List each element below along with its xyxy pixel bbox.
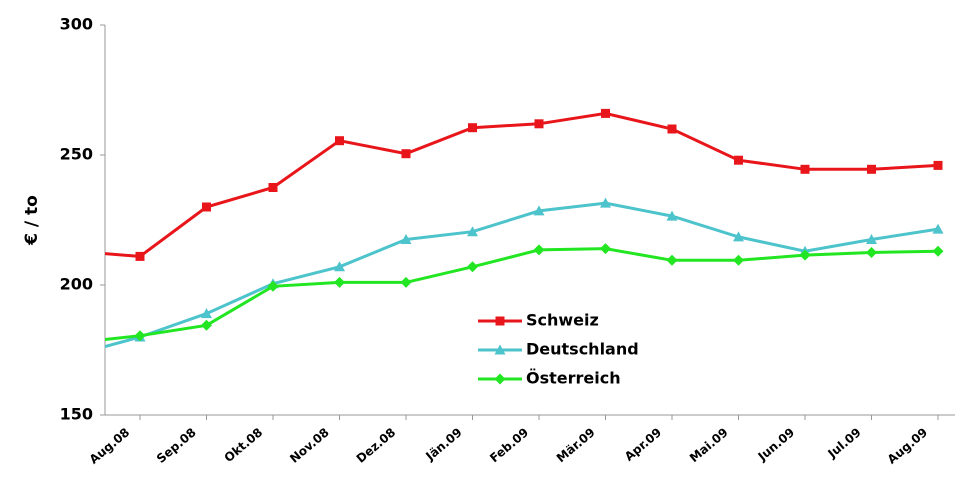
marker (667, 124, 677, 134)
marker (600, 243, 611, 255)
plot-area (68, 108, 944, 360)
x-tick-label: Aug.09 (885, 425, 931, 466)
legend-label: Deutschland (526, 340, 639, 359)
marker (533, 244, 545, 256)
marker (201, 319, 212, 331)
y-tick-label: 200 (60, 275, 93, 294)
marker (494, 373, 506, 385)
marker (495, 316, 505, 326)
x-tick-label: Jul.09 (825, 425, 864, 461)
x-tick-label: Sep.08 (154, 425, 199, 466)
x-tick-label: Jun.09 (755, 425, 798, 464)
x-tick-label: Aug.08 (87, 425, 133, 466)
x-tick-label: Feb.09 (487, 425, 531, 465)
marker (134, 330, 146, 342)
series-line (105, 111, 939, 258)
marker (800, 164, 810, 174)
marker (201, 308, 212, 319)
marker (401, 149, 411, 159)
marker (267, 280, 279, 292)
marker (335, 136, 344, 146)
marker (135, 251, 145, 261)
x-tick-label: Okt.08 (222, 425, 266, 465)
marker (534, 119, 544, 129)
x-tick-label: Mai.09 (687, 425, 731, 465)
marker (494, 344, 506, 355)
marker (600, 197, 611, 208)
x-tick-label: Nov.08 (287, 425, 332, 466)
marker (932, 245, 944, 257)
marker (733, 231, 744, 242)
y-tick-label: 150 (60, 405, 93, 424)
x-tick-label: Jän.09 (422, 425, 464, 464)
marker (400, 234, 412, 244)
x-tick-label: Dez.08 (354, 425, 399, 466)
marker (601, 108, 610, 118)
series-line (105, 201, 939, 349)
marker (866, 247, 877, 258)
marker (733, 254, 744, 266)
marker (202, 202, 211, 212)
marker (467, 261, 478, 273)
marker (69, 247, 78, 256)
marker (467, 226, 478, 237)
marker (666, 254, 678, 266)
marker (334, 276, 345, 288)
marker (866, 234, 877, 244)
series-line (105, 247, 939, 342)
y-axis-label: € / to (22, 195, 42, 246)
y-tick-label: 250 (60, 145, 93, 164)
marker (666, 210, 678, 221)
x-tick-label: Mär.09 (554, 425, 598, 465)
legend-label: Österreich (526, 369, 621, 388)
marker (932, 223, 944, 234)
marker (400, 276, 412, 288)
marker (867, 164, 876, 174)
marker (268, 183, 278, 192)
marker (468, 123, 477, 133)
marker (68, 337, 79, 348)
marker (734, 155, 743, 165)
y-tick-label: 300 (60, 15, 93, 34)
marker (533, 205, 545, 216)
marker (334, 261, 345, 272)
marker (68, 350, 79, 360)
marker (933, 160, 943, 170)
legend-label: Schweiz (526, 311, 599, 330)
x-tick-label: Apr.09 (622, 425, 664, 464)
marker (799, 249, 811, 261)
